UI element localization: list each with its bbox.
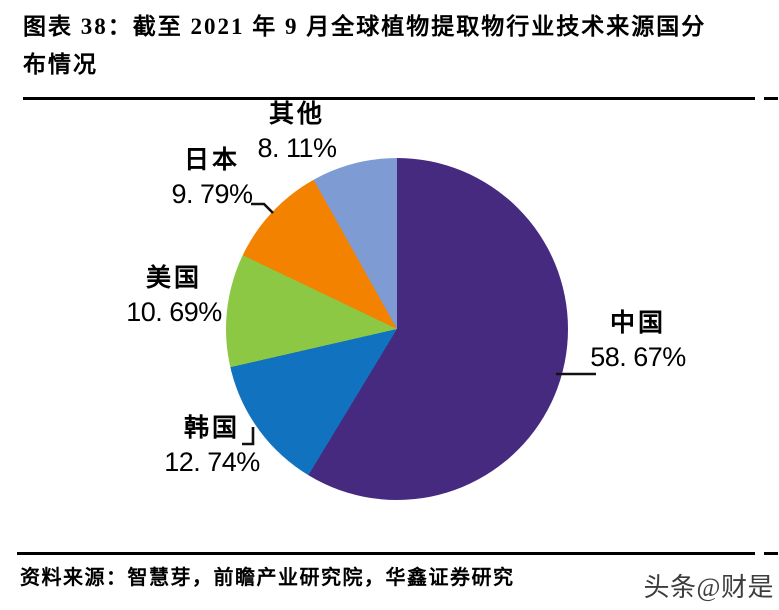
bottom-rule-dash — [764, 552, 778, 555]
pie-label-japan-value: 9. 79% — [171, 179, 253, 209]
figure-title-line1: 图表 38：截至 2021 年 9 月全球植物提取物行业技术来源国分 — [23, 14, 707, 39]
pie-label-japan: 日本 9. 79% — [158, 144, 266, 211]
pie-label-china-name: 中国 — [609, 310, 666, 337]
pie-label-china: 中国 58. 67% — [582, 307, 694, 374]
pie-label-other-name: 其他 — [268, 101, 325, 128]
source-note: 资料来源：智慧芽，前瞻产业研究院，华鑫证券研究 — [20, 567, 515, 589]
figure-title: 图表 38：截至 2021 年 9 月全球植物提取物行业技术来源国分 布情况 — [23, 8, 763, 84]
pie-label-korea-name: 韩国 — [183, 415, 240, 442]
top-rule — [23, 97, 755, 100]
figure-title-line2: 布情况 — [23, 52, 98, 77]
pie-label-korea-value: 12. 74% — [164, 447, 260, 477]
pie-label-japan-name: 日本 — [183, 147, 240, 174]
pie-label-us: 美国 10. 69% — [116, 262, 232, 329]
watermark-toutiao: 头条@财是 — [643, 573, 774, 602]
pie-chart — [226, 158, 568, 500]
pie-label-other-value: 8. 11% — [257, 133, 337, 163]
pie-label-china-value: 58. 67% — [590, 342, 686, 372]
pie-label-us-value: 10. 69% — [126, 297, 222, 327]
pie-label-us-name: 美国 — [145, 265, 202, 292]
pie-label-korea: 韩国 12. 74% — [154, 412, 270, 479]
top-rule-dash — [764, 97, 778, 100]
pie-label-other: 其他 8. 11% — [236, 98, 358, 165]
bottom-rule — [17, 552, 755, 555]
